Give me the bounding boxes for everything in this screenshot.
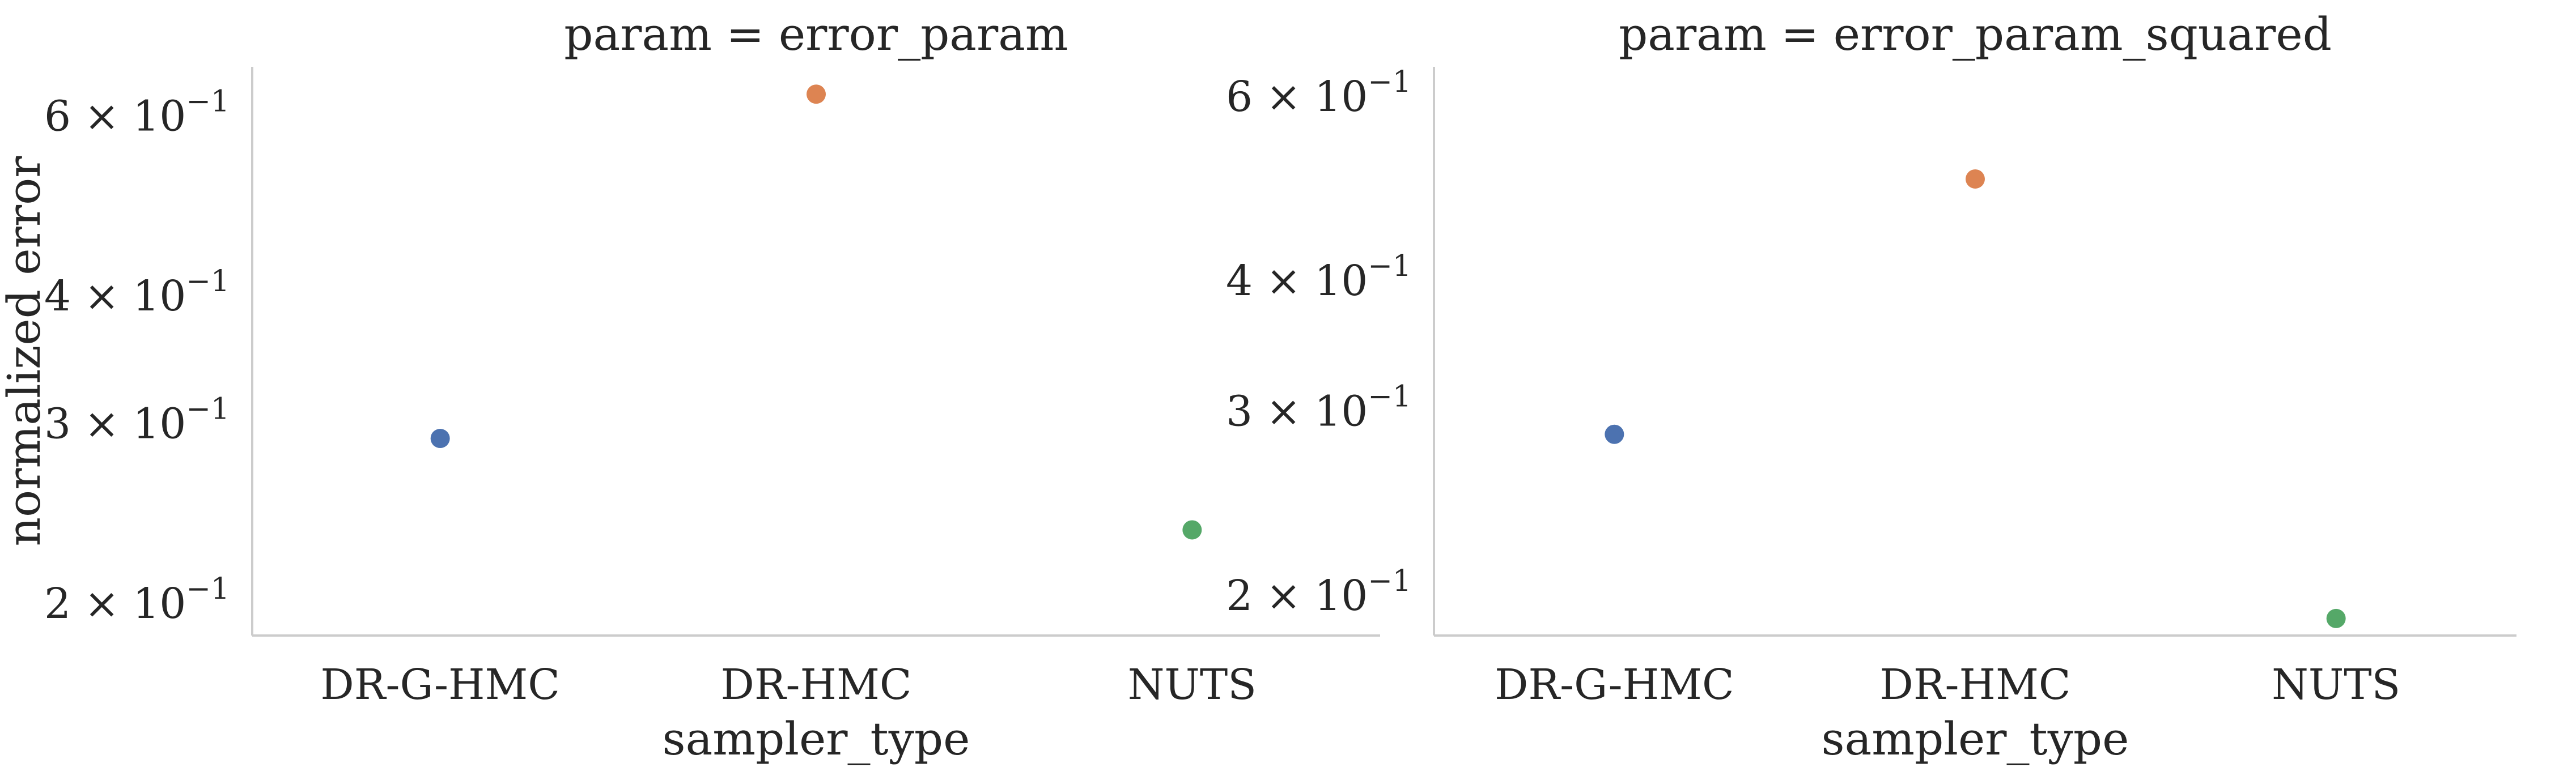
data-point-dr-hmc [807, 84, 826, 104]
x-tick-label: DR-HMC [721, 660, 912, 709]
y-tick-label: 3 × 10−1 [1226, 380, 1411, 436]
y-tick-label: 2 × 10−1 [1226, 564, 1411, 620]
y-tick-label: 4 × 10−1 [1226, 249, 1411, 305]
y-axis-label: normalized error [0, 156, 50, 547]
data-point-dr-hmc [1966, 169, 1985, 189]
x-tick-label: NUTS [2272, 660, 2400, 709]
x-tick-label: DR-G-HMC [320, 660, 559, 709]
y-tick-label: 2 × 10−1 [44, 572, 230, 628]
x-tick-label: DR-G-HMC [1495, 660, 1734, 709]
y-tick-label: 4 × 10−1 [44, 265, 230, 321]
panel-title: param = error_param_squared [1619, 8, 2332, 61]
data-point-dr-g-hmc [1605, 424, 1624, 444]
y-tick-label: 6 × 10−1 [1226, 65, 1411, 121]
x-tick-label: NUTS [1128, 660, 1257, 709]
y-tick-label: 3 × 10−1 [44, 392, 230, 448]
data-point-dr-g-hmc [430, 429, 450, 449]
x-axis-label: sampler_type [663, 713, 970, 765]
panel-title: param = error_param [564, 8, 1068, 61]
data-point-nuts [1182, 520, 1202, 540]
y-tick-label: 6 × 10−1 [44, 84, 230, 140]
x-axis-label: sampler_type [1822, 713, 2129, 765]
data-point-nuts [2326, 608, 2346, 628]
x-tick-label: DR-HMC [1880, 660, 2071, 709]
